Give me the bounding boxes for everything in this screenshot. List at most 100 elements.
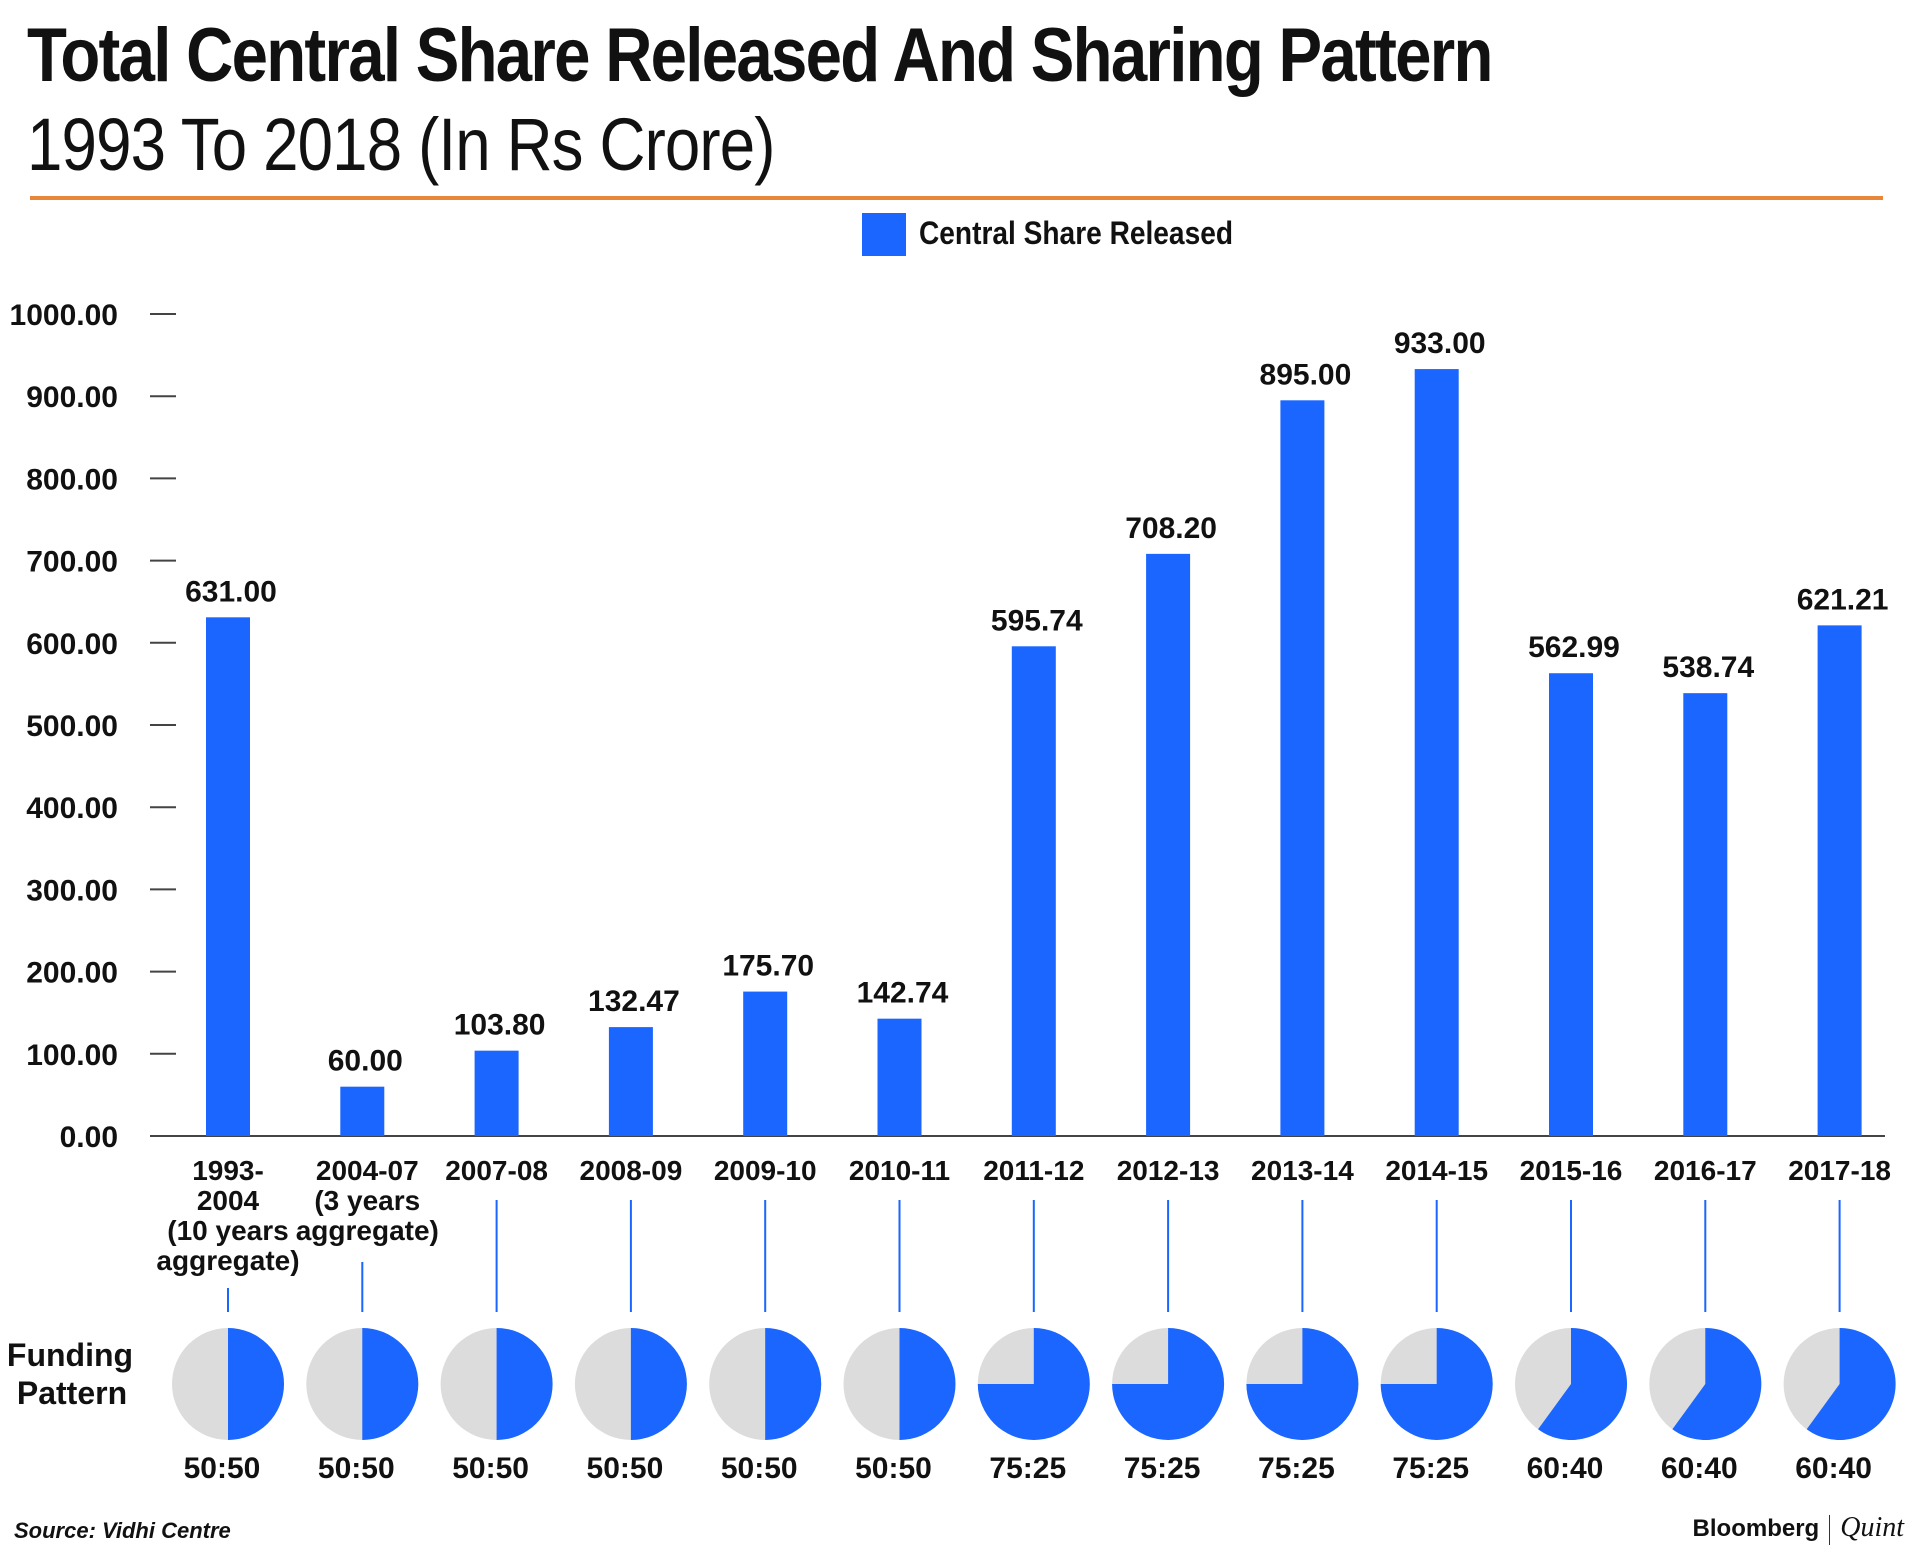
funding-pies: [172, 1328, 1896, 1440]
title-rule: [30, 196, 1883, 200]
bar-value-label: 562.99: [1528, 631, 1620, 664]
pie-central-slice: [1806, 1328, 1896, 1440]
x-tick-label: 2011-12: [983, 1155, 1084, 1186]
x-tick-label: 2016-17: [1654, 1155, 1757, 1186]
pie-central-slice: [1380, 1328, 1493, 1440]
funding-ratio-label: 75:25: [989, 1452, 1066, 1485]
funding-pie: [172, 1328, 284, 1440]
y-tick-label: 200.00: [26, 957, 118, 990]
x-tick-label: 2004: [197, 1185, 260, 1216]
bar-value-label: 631.00: [185, 575, 277, 608]
pie-central-slice: [977, 1328, 1090, 1440]
bar-value-label: 933.00: [1394, 327, 1486, 360]
pie-central-slice: [899, 1328, 956, 1440]
funding-pie: [1515, 1328, 1628, 1440]
funding-pie: [977, 1328, 1090, 1440]
funding-pie: [306, 1328, 419, 1440]
pie-central-slice: [228, 1328, 284, 1440]
funding-pie: [1112, 1328, 1225, 1440]
bar: [1146, 553, 1191, 1136]
bar-value-label: 708.20: [1125, 512, 1217, 545]
pie-central-slice: [362, 1328, 419, 1440]
bar: [1011, 646, 1056, 1136]
bar: [1817, 625, 1862, 1136]
y-tick-label: 600.00: [26, 628, 118, 661]
bar-value-label: 103.80: [454, 1009, 546, 1042]
y-tick-label: 0.00: [60, 1121, 118, 1154]
bar-value-label: 142.74: [857, 977, 949, 1010]
y-tick-label: 100.00: [26, 1039, 118, 1072]
pie-central-slice: [1246, 1328, 1359, 1440]
bar-value-label: 538.74: [1662, 651, 1754, 684]
x-tick-label: 2013-14: [1251, 1155, 1354, 1186]
bar: [608, 1027, 653, 1136]
funding-ratio-label: 60:40: [1795, 1452, 1872, 1485]
y-tick-label: 700.00: [26, 546, 118, 579]
x-tick-label: 2012-13: [1117, 1155, 1220, 1186]
legend-swatch: [862, 213, 906, 256]
bar-value-label: 175.70: [722, 950, 814, 983]
funding-ratio-label: 50:50: [318, 1452, 395, 1485]
connector-lines: [227, 1200, 1841, 1312]
pie-central-slice: [1538, 1328, 1628, 1440]
y-tick-label: 800.00: [26, 463, 118, 496]
bar-value-label: 132.47: [588, 985, 680, 1018]
x-tick-label: aggregate): [296, 1215, 439, 1246]
bar: [743, 991, 788, 1136]
legend: Central Share Released: [862, 213, 1233, 256]
x-tick-label: 1993-: [192, 1155, 264, 1186]
y-tick-label: 300.00: [26, 874, 118, 907]
x-tick-label: 2009-10: [714, 1155, 817, 1186]
x-tick-label: 2007-08: [445, 1155, 548, 1186]
pie-central-slice: [765, 1328, 822, 1440]
bar: [1549, 673, 1593, 1136]
brand-primary: Bloomberg: [1692, 1515, 1820, 1542]
bar-value-label: 595.74: [991, 604, 1083, 637]
funding-pie: [1380, 1328, 1493, 1440]
funding-ratio-label: 50:50: [452, 1452, 529, 1485]
chart-title: Total Central Share Released And Sharing…: [27, 13, 1493, 98]
pie-central-slice: [1112, 1328, 1225, 1440]
y-tick-label: 500.00: [26, 710, 118, 743]
funding-label-line-1: Funding: [7, 1337, 133, 1373]
funding-pie: [1649, 1328, 1762, 1440]
bar-value-label: 895.00: [1260, 358, 1352, 391]
funding-ratio-label: 50:50: [855, 1452, 932, 1485]
x-tick-label: 2008-09: [580, 1155, 683, 1186]
y-axis: 0.00 100.00 200.00 300.00 400.00 500.00 600.00…: [10, 299, 176, 1154]
funding-ratio-label: 75:25: [1258, 1452, 1335, 1485]
pie-central-slice: [496, 1328, 553, 1440]
brand-logo: Bloomberg Quint: [1693, 1512, 1904, 1545]
y-tick-label: 400.00: [26, 792, 118, 825]
bar: [1414, 369, 1459, 1137]
funding-pie: [1246, 1328, 1359, 1440]
funding-ratio-label: 60:40: [1527, 1452, 1604, 1485]
legend-label: Central Share Released: [919, 215, 1233, 251]
funding-pie: [574, 1328, 687, 1440]
bar: [877, 1018, 922, 1136]
funding-ratio-label: 75:25: [1392, 1452, 1469, 1485]
funding-ratio-label: 50:50: [721, 1452, 798, 1485]
funding-ratio-label: 50:50: [587, 1452, 664, 1485]
y-tick-label: 1000.00: [10, 299, 118, 332]
bar-value-label: 60.00: [328, 1045, 403, 1078]
bars: [206, 369, 1862, 1137]
funding-pattern-labels: 50:50 50:50 50:50 50:50 50:50 50:50 75:25 75:25…: [184, 1452, 1872, 1485]
bar: [474, 1050, 519, 1136]
funding-pie: [709, 1328, 822, 1440]
brand-separator: [1829, 1514, 1831, 1545]
bar: [340, 1086, 385, 1136]
funding-pie: [843, 1328, 956, 1440]
pie-central-slice: [630, 1328, 687, 1440]
value-labels: 631.00 60.00 103.80 132.47 175.70 142.74 595.7…: [185, 327, 1888, 1078]
x-tick-label: 2010-11: [849, 1155, 950, 1186]
x-tick-label: (10 years: [167, 1215, 288, 1246]
source-note: Source: Vidhi Centre: [14, 1518, 231, 1543]
funding-ratio-label: 60:40: [1661, 1452, 1738, 1485]
bar-value-label: 621.21: [1797, 583, 1889, 616]
funding-pie: [440, 1328, 553, 1440]
chart-subtitle: 1993 To 2018 (In Rs Crore): [27, 103, 775, 186]
pie-central-slice: [1672, 1328, 1762, 1440]
